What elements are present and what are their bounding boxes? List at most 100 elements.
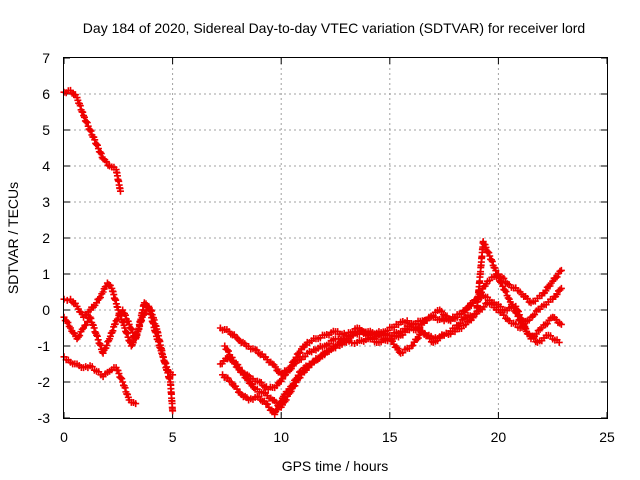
data-point bbox=[90, 324, 98, 332]
data-point bbox=[223, 346, 231, 354]
data-point bbox=[233, 385, 241, 393]
y-tick-label: -3 bbox=[38, 410, 51, 426]
data-point bbox=[97, 150, 105, 158]
data-point bbox=[129, 339, 137, 347]
data-point bbox=[121, 311, 129, 319]
data-point bbox=[86, 126, 94, 134]
data-point bbox=[289, 380, 297, 388]
x-axis-label: GPS time / hours bbox=[282, 458, 389, 474]
data-point bbox=[70, 329, 78, 337]
data-point bbox=[514, 308, 522, 316]
data-point bbox=[557, 320, 565, 328]
data-point bbox=[486, 252, 494, 260]
data-point bbox=[96, 293, 104, 301]
series-arc-8 bbox=[219, 292, 563, 418]
data-point bbox=[517, 315, 525, 323]
data-point bbox=[93, 140, 101, 148]
data-point bbox=[67, 324, 75, 332]
data-point bbox=[102, 158, 110, 166]
series-arc-7 bbox=[221, 284, 565, 393]
x-tick-label: 15 bbox=[382, 429, 398, 445]
data-point bbox=[169, 371, 177, 379]
data-point bbox=[492, 267, 500, 275]
data-point bbox=[288, 382, 296, 390]
data-point bbox=[117, 374, 125, 382]
data-point bbox=[413, 335, 421, 343]
data-point bbox=[284, 388, 292, 396]
y-tick-label: 4 bbox=[42, 158, 50, 174]
y-tick-label: 0 bbox=[42, 302, 50, 318]
data-point bbox=[393, 343, 401, 351]
series-arc-3 bbox=[60, 302, 177, 379]
data-point bbox=[532, 330, 540, 338]
x-tick-label: 25 bbox=[599, 429, 615, 445]
series-arc-4 bbox=[60, 353, 140, 408]
data-point bbox=[409, 341, 417, 349]
data-point bbox=[286, 366, 294, 374]
y-axis-label: SDTVAR / TECUs bbox=[5, 182, 21, 294]
data-point bbox=[294, 371, 302, 379]
data-point bbox=[93, 299, 101, 307]
data-point bbox=[501, 286, 509, 294]
x-axis: 0 5 10 15 20 25 bbox=[60, 58, 615, 445]
data-point bbox=[116, 187, 124, 195]
data-point bbox=[159, 353, 167, 361]
data-point bbox=[96, 340, 104, 348]
data-point bbox=[482, 243, 490, 251]
data-point bbox=[504, 294, 512, 302]
data-point bbox=[125, 320, 133, 328]
data-point bbox=[106, 332, 114, 340]
data-point bbox=[95, 295, 103, 303]
data-point bbox=[275, 403, 283, 411]
data-point bbox=[91, 136, 99, 144]
y-tick-label: 2 bbox=[42, 230, 50, 246]
data-point bbox=[553, 273, 561, 281]
y-tick-label: -2 bbox=[38, 374, 51, 390]
x-tick-label: 20 bbox=[491, 429, 507, 445]
data-point bbox=[113, 315, 121, 323]
data-point bbox=[111, 320, 119, 328]
data-point bbox=[556, 286, 564, 294]
data-point bbox=[456, 319, 464, 327]
data-point bbox=[88, 363, 96, 371]
data-point bbox=[277, 398, 285, 406]
data-point bbox=[109, 327, 117, 335]
data-point bbox=[502, 288, 510, 296]
data-point bbox=[235, 363, 243, 371]
data-point bbox=[76, 332, 84, 340]
data-point bbox=[87, 314, 95, 322]
data-point bbox=[82, 118, 90, 126]
data-point bbox=[94, 145, 102, 153]
data-point bbox=[414, 334, 422, 342]
y-tick-label: 3 bbox=[42, 194, 50, 210]
data-point bbox=[271, 363, 279, 371]
data-point bbox=[63, 296, 71, 304]
data-point bbox=[163, 363, 171, 371]
data-point bbox=[64, 319, 72, 327]
data-point bbox=[485, 249, 493, 257]
data-point bbox=[94, 336, 102, 344]
data-point bbox=[76, 102, 84, 110]
x-tick-label: 5 bbox=[169, 429, 177, 445]
data-point bbox=[282, 396, 290, 404]
x-tick-label: 0 bbox=[60, 429, 68, 445]
data-point bbox=[531, 311, 539, 319]
grid bbox=[64, 58, 607, 418]
data-point bbox=[132, 400, 140, 408]
data-point bbox=[285, 386, 293, 394]
data-point bbox=[296, 348, 304, 356]
y-tick-label: 1 bbox=[42, 266, 50, 282]
data-point bbox=[162, 359, 170, 367]
data-points bbox=[60, 86, 565, 418]
data-point bbox=[287, 365, 295, 373]
data-point bbox=[80, 113, 88, 121]
data-point bbox=[221, 342, 229, 350]
data-point bbox=[82, 321, 90, 329]
data-point bbox=[553, 290, 561, 298]
data-point bbox=[78, 325, 86, 333]
data-point bbox=[93, 332, 101, 340]
data-point bbox=[224, 347, 232, 355]
data-point bbox=[542, 287, 550, 295]
data-point bbox=[158, 349, 166, 357]
data-point bbox=[99, 288, 107, 296]
